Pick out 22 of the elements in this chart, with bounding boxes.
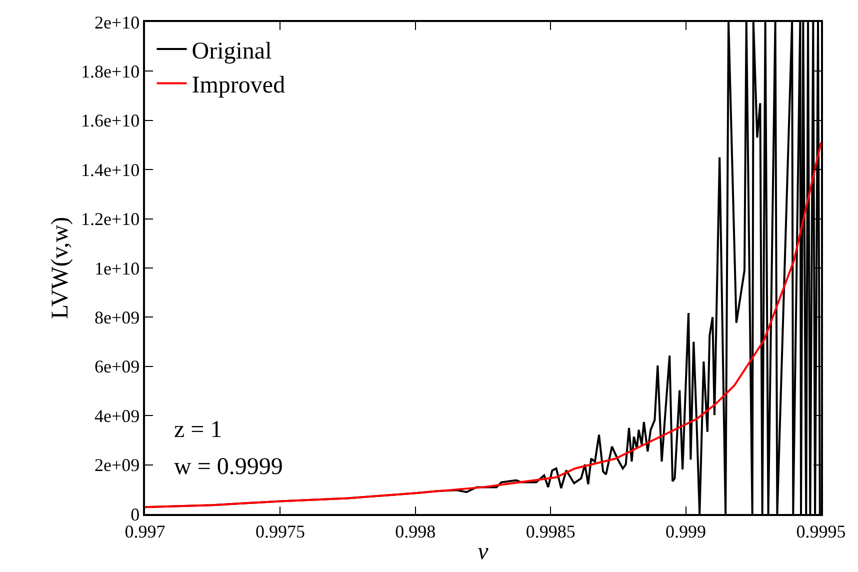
- y-tick-label: 4e+09: [94, 406, 140, 426]
- x-tick-label: 0.9975: [255, 521, 305, 542]
- x-tick-label: 0.999: [666, 521, 706, 542]
- legend-label: Original: [192, 38, 272, 64]
- y-tick-label: 6e+09: [94, 356, 140, 377]
- y-tick-label: 1.6e+10: [81, 110, 140, 131]
- x-tick-label: 0.9985: [526, 521, 576, 542]
- y-tick-label: 8e+09: [94, 308, 140, 328]
- x-axis-title: v: [478, 539, 489, 566]
- x-tick-label: 0.998: [395, 521, 436, 542]
- line-series: [145, 142, 821, 508]
- annotation: z = 1: [174, 417, 222, 443]
- y-tick-label: 1e+10: [94, 258, 140, 278]
- y-tick-label: 1.2e+10: [81, 209, 140, 230]
- y-tick-label: 1.4e+10: [81, 160, 140, 180]
- y-tick-label: 2e+10: [94, 12, 140, 32]
- annotation: w = 0.9999: [174, 454, 283, 480]
- y-axis-title: LVW(v,w): [48, 216, 74, 320]
- legend-label: Improved: [192, 72, 286, 99]
- x-tick-label: 0.9995: [796, 521, 846, 542]
- y-tick-label: 1.8e+10: [81, 62, 140, 82]
- y-tick-label: 2e+09: [94, 455, 140, 476]
